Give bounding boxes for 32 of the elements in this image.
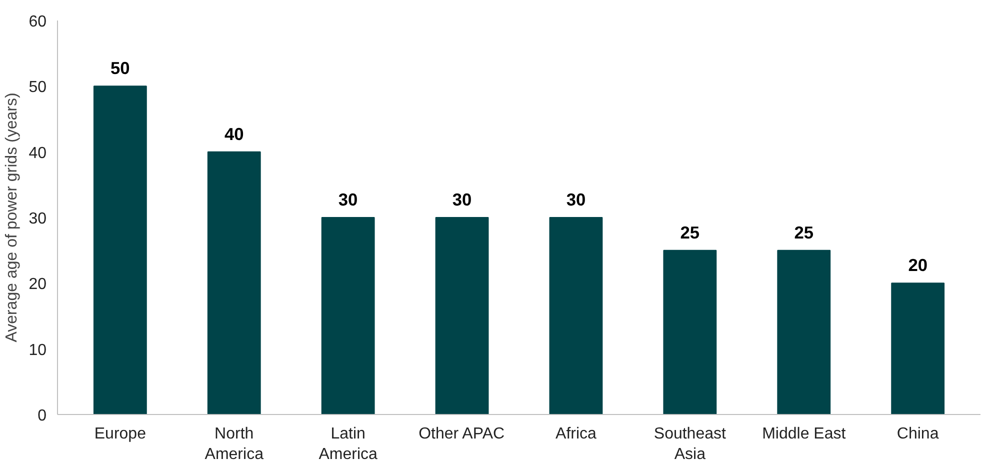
y-tick-label: 30 (28, 210, 47, 228)
bar (663, 250, 717, 414)
data-label: 20 (908, 255, 928, 276)
x-tick-label: Europe (94, 426, 146, 442)
bar (207, 151, 261, 414)
x-tick-label: Latin America (318, 426, 378, 463)
y-tick-label: 40 (28, 144, 47, 162)
x-tick-label: Other APAC (418, 426, 505, 442)
data-label: 50 (110, 58, 130, 78)
data-label: 25 (794, 222, 814, 242)
data-label: 40 (224, 124, 244, 144)
data-label: 30 (452, 190, 472, 210)
bar (891, 282, 945, 414)
bar (435, 217, 489, 414)
data-label: 30 (566, 190, 586, 210)
x-tick-label: North America (204, 426, 264, 463)
y-tick-label: 20 (28, 276, 47, 294)
data-label: 30 (338, 190, 358, 210)
bar (777, 250, 831, 414)
y-axis-title: Average age of power grids (years) (4, 92, 21, 342)
bar (321, 217, 375, 414)
bar (93, 86, 147, 414)
y-tick-label: 0 (38, 408, 47, 424)
bar (549, 217, 603, 414)
x-tick-label: Southeast Asia (654, 426, 727, 463)
y-tick-label: 10 (28, 342, 47, 359)
x-tick-label: Middle East (762, 426, 846, 442)
y-tick-label: 60 (28, 14, 47, 30)
data-label: 25 (680, 222, 700, 242)
x-tick-label: Africa (556, 426, 597, 442)
y-tick-label: 50 (28, 79, 47, 96)
x-tick-label: China (896, 426, 939, 442)
